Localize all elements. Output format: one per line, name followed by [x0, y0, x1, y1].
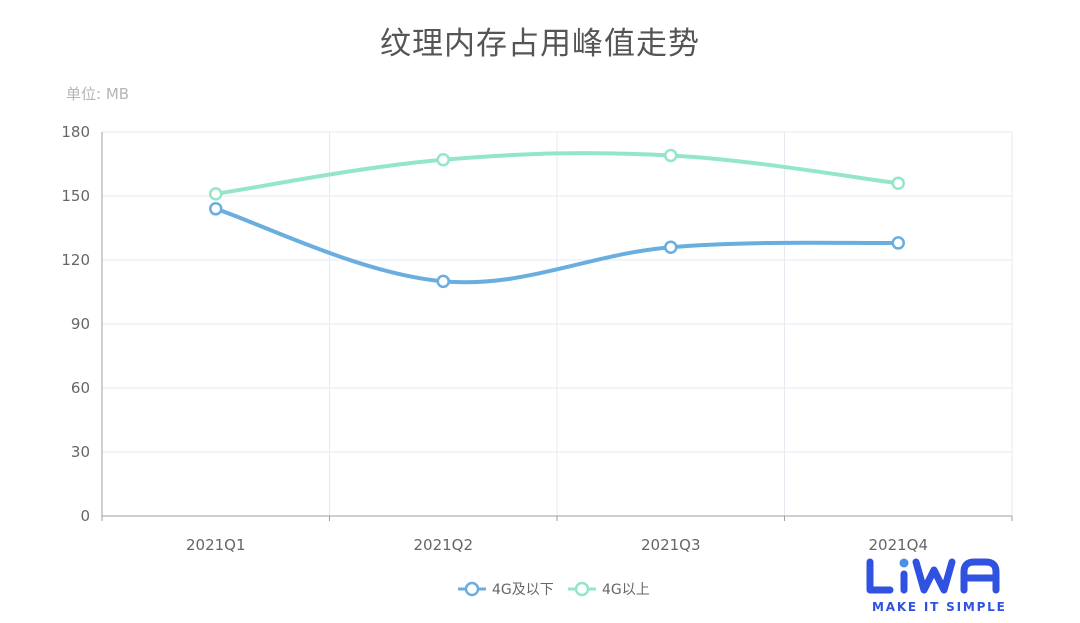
data-point	[664, 240, 678, 254]
legend-marker	[464, 581, 480, 597]
series-line	[213, 151, 901, 196]
x-tick-label: 2021Q3	[641, 536, 701, 554]
liwa-logo	[866, 558, 1000, 594]
data-point	[436, 274, 450, 289]
x-tick-label: 2021Q4	[868, 536, 928, 554]
data-point	[209, 202, 223, 216]
y-tick-label: 180	[61, 123, 90, 141]
chart-title: 纹理内存占用峰值走势	[380, 26, 700, 62]
grid-layer	[102, 131, 1013, 516]
data-point	[209, 187, 223, 201]
logo-tagline: MAKE IT SIMPLE	[872, 600, 1007, 614]
data-point	[436, 152, 450, 167]
legend-label: 4G以上	[602, 582, 650, 598]
legend-label: 4G及以下	[492, 582, 554, 598]
legend-item-2: 4G以上	[568, 581, 650, 598]
x-tick-label: 2021Q1	[186, 536, 246, 554]
y-tick-label: 120	[61, 251, 90, 269]
y-tick-label: 30	[71, 443, 90, 461]
data-point	[664, 148, 678, 163]
legend-marker	[574, 581, 590, 597]
data-point	[891, 236, 905, 250]
legend: 4G及以下 4G以上	[458, 581, 650, 598]
axis-layer: 0 30 60 90 120 150 180 2021Q1 2021Q2 2021Q3 2021Q4	[61, 123, 1013, 554]
series-line	[213, 206, 901, 285]
data-point	[891, 176, 905, 190]
y-axis-unit-label: 单位: MB	[66, 85, 130, 103]
y-tick-label: 60	[71, 379, 90, 397]
y-tick-label: 90	[71, 315, 90, 333]
x-tick-label: 2021Q2	[413, 536, 473, 554]
series-1	[209, 202, 905, 289]
y-tick-label: 150	[61, 187, 90, 205]
series-layer	[209, 148, 905, 289]
legend-item-1: 4G及以下	[458, 581, 554, 598]
y-tick-label: 0	[80, 507, 90, 525]
series-2	[209, 148, 905, 201]
